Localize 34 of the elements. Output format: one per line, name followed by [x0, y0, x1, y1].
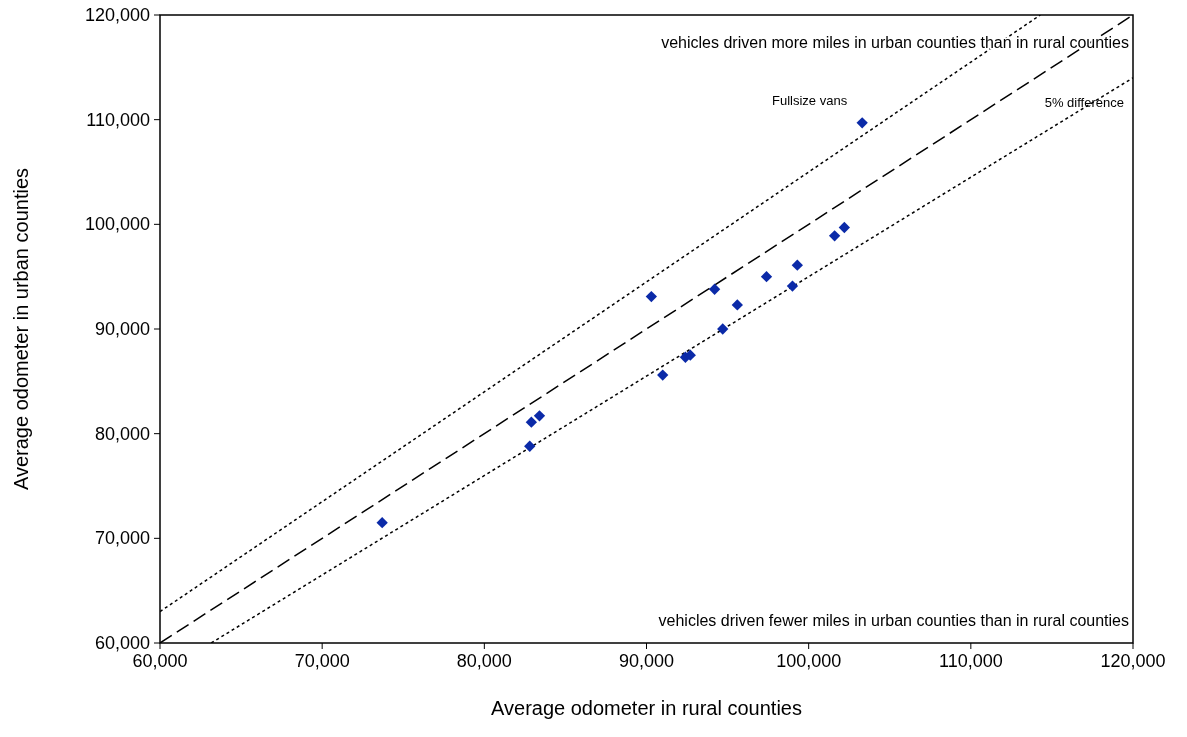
point — [525, 416, 538, 428]
point — [708, 283, 721, 295]
y-tick-label: 60,000 — [94, 633, 150, 653]
x-tick-label: 70,000 — [294, 651, 350, 671]
point — [731, 299, 743, 311]
point — [828, 230, 841, 242]
point — [786, 280, 799, 292]
point — [645, 290, 658, 303]
annotation: 5% difference — [1044, 95, 1124, 111]
annotation: vehicles driven fewer miles in urban counties than in rural counties — [658, 612, 1129, 629]
point — [533, 410, 546, 422]
point — [791, 259, 803, 271]
point — [856, 117, 868, 129]
point — [376, 516, 388, 529]
point — [717, 323, 729, 335]
x-tick-label: 60,000 — [132, 651, 188, 671]
point — [524, 440, 536, 452]
x-axis-title: Average odometer in rural counties — [491, 697, 802, 719]
point — [760, 271, 773, 283]
y-tick-label: 120,000 — [84, 5, 150, 25]
x-tick-label: 100,000 — [776, 651, 842, 671]
y-tick-label: 100,000 — [84, 214, 150, 235]
x-tick-label: 110,000 — [938, 651, 1003, 671]
x-tick-label: 90,000 — [618, 651, 675, 671]
x-tick-label: 80,000 — [456, 651, 512, 671]
y-tick-label: 110,000 — [86, 109, 150, 130]
annotation: Fullsize vans — [772, 92, 848, 108]
y-tick-label: 70,000 — [94, 528, 150, 549]
point — [838, 221, 850, 234]
point — [657, 369, 669, 381]
y-tick-label: 80,000 — [94, 423, 150, 444]
y-tick-label: 90,000 — [94, 319, 150, 339]
x-tick-label: 120,000 — [1100, 651, 1166, 671]
y-axis-title: Average odometer in urban counties — [10, 167, 32, 491]
